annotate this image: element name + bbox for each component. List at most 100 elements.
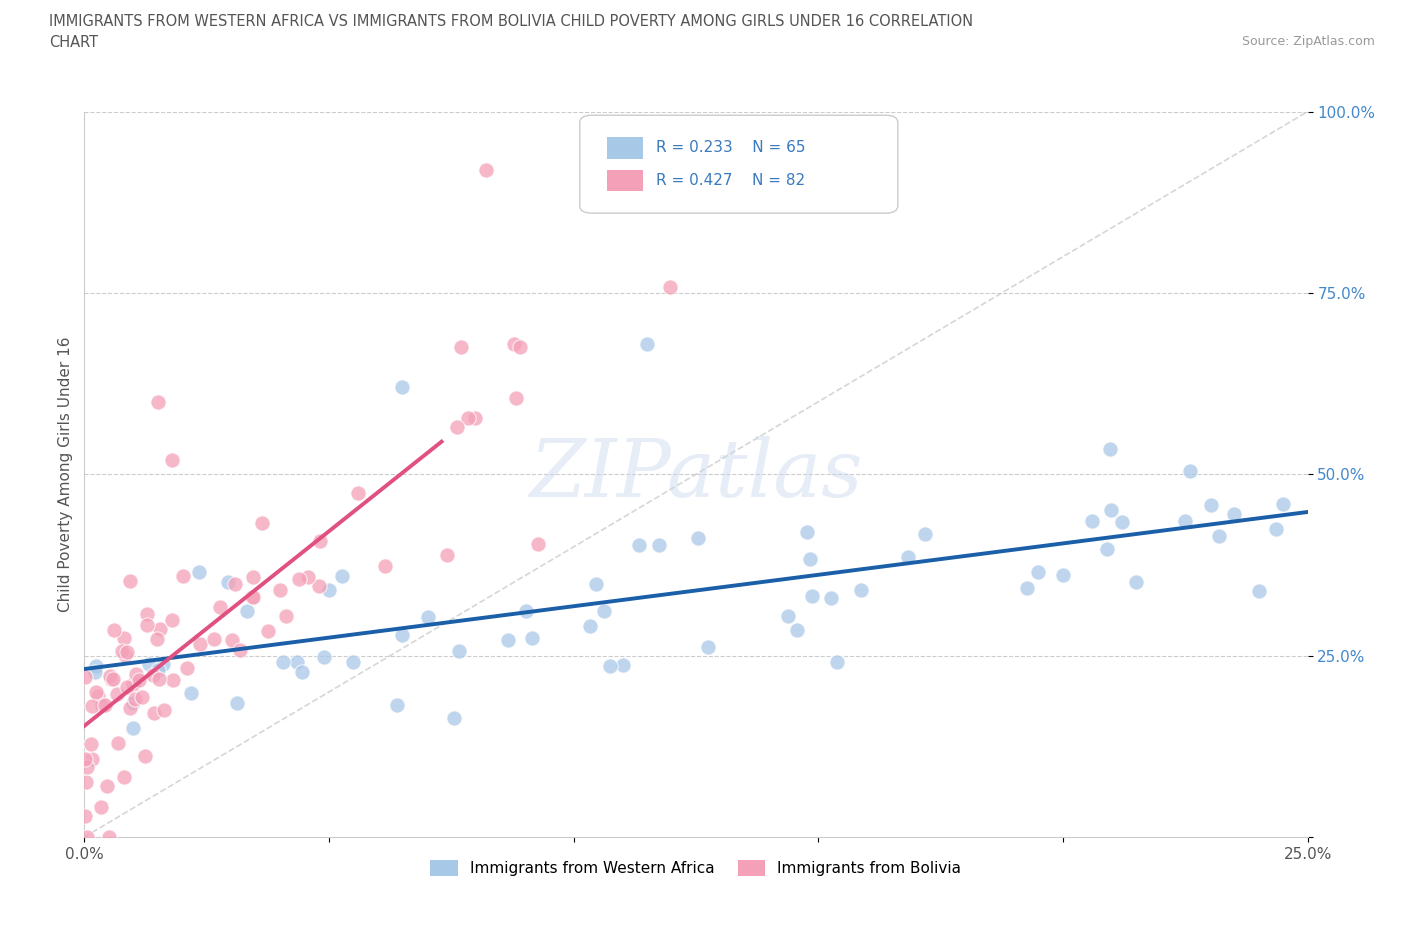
Point: [146, 394, 169, 409]
Point: [120, 573, 142, 588]
Point: [1201, 498, 1223, 512]
Point: [142, 668, 165, 683]
Point: [520, 631, 543, 645]
Point: [599, 658, 621, 673]
Point: [105, 686, 128, 701]
Text: IMMIGRANTS FROM WESTERN AFRICA VS IMMIGRANTS FROM BOLIVIA CHILD POVERTY AMONG GI: IMMIGRANTS FROM WESTERN AFRICA VS IMMIGR…: [49, 14, 973, 29]
Point: [122, 696, 145, 711]
Text: ZIPatlas: ZIPatlas: [529, 435, 863, 513]
Point: [226, 696, 249, 711]
Point: [146, 663, 169, 678]
Point: [464, 410, 486, 425]
Point: [308, 578, 330, 593]
Point: [153, 702, 176, 717]
Point: [112, 631, 135, 645]
Point: [84, 659, 107, 674]
Point: [457, 410, 479, 425]
Point: [374, 559, 396, 574]
Point: [152, 657, 174, 671]
FancyBboxPatch shape: [606, 169, 644, 192]
Point: [103, 672, 125, 687]
Point: [297, 569, 319, 584]
Point: [217, 575, 239, 590]
Point: [114, 648, 136, 663]
Point: [224, 577, 246, 591]
Point: [84, 684, 107, 699]
Point: [172, 568, 194, 583]
Point: [515, 604, 537, 618]
Point: [1099, 502, 1122, 517]
Point: [136, 618, 159, 632]
Point: [1095, 541, 1118, 556]
Point: [100, 671, 122, 686]
Point: [450, 339, 472, 354]
Point: [124, 667, 146, 682]
Point: [91, 698, 114, 712]
Point: [800, 589, 823, 604]
Point: [176, 660, 198, 675]
Point: [717, 140, 740, 155]
Point: [648, 538, 671, 552]
Point: [131, 690, 153, 705]
Point: [416, 609, 439, 624]
Point: [188, 637, 211, 652]
Point: [1208, 528, 1230, 543]
Point: [318, 582, 340, 597]
Point: [134, 749, 156, 764]
Point: [796, 525, 818, 539]
Point: [80, 737, 103, 751]
Point: [162, 452, 184, 467]
Point: [527, 537, 550, 551]
Point: [387, 698, 409, 712]
Point: [221, 632, 243, 647]
Point: [786, 622, 808, 637]
Point: [436, 548, 458, 563]
Point: [115, 644, 138, 659]
Point: [90, 800, 112, 815]
Point: [187, 565, 209, 579]
Point: [1223, 507, 1246, 522]
Point: [1015, 580, 1038, 595]
Point: [446, 419, 468, 434]
Point: [503, 337, 526, 352]
Point: [107, 735, 129, 750]
Point: [149, 621, 172, 636]
Text: R = 0.233    N = 65: R = 0.233 N = 65: [655, 140, 806, 155]
Point: [1247, 583, 1270, 598]
Y-axis label: Child Poverty Among Girls Under 16: Child Poverty Among Girls Under 16: [58, 337, 73, 612]
Point: [443, 711, 465, 725]
Point: [76, 830, 98, 844]
Point: [142, 706, 165, 721]
Point: [1180, 463, 1202, 478]
Point: [273, 655, 295, 670]
Point: [799, 551, 821, 566]
Point: [346, 485, 368, 500]
Point: [612, 658, 634, 672]
Point: [342, 655, 364, 670]
Point: [1098, 442, 1121, 457]
Point: [697, 640, 720, 655]
Point: [314, 649, 336, 664]
Point: [145, 631, 167, 646]
Point: [76, 760, 98, 775]
Point: [474, 162, 496, 177]
Point: [330, 569, 353, 584]
Point: [391, 628, 413, 643]
Point: [98, 669, 121, 684]
Point: [498, 633, 520, 648]
Point: [97, 830, 120, 844]
Point: [75, 670, 97, 684]
Point: [82, 751, 104, 766]
Point: [162, 672, 184, 687]
Point: [229, 643, 252, 658]
Point: [122, 676, 145, 691]
Point: [128, 672, 150, 687]
Point: [276, 609, 298, 624]
Point: [688, 530, 710, 545]
Point: [103, 622, 125, 637]
Point: [825, 654, 848, 669]
Point: [242, 590, 264, 604]
Point: [659, 280, 682, 295]
Point: [118, 700, 141, 715]
Point: [180, 686, 202, 701]
